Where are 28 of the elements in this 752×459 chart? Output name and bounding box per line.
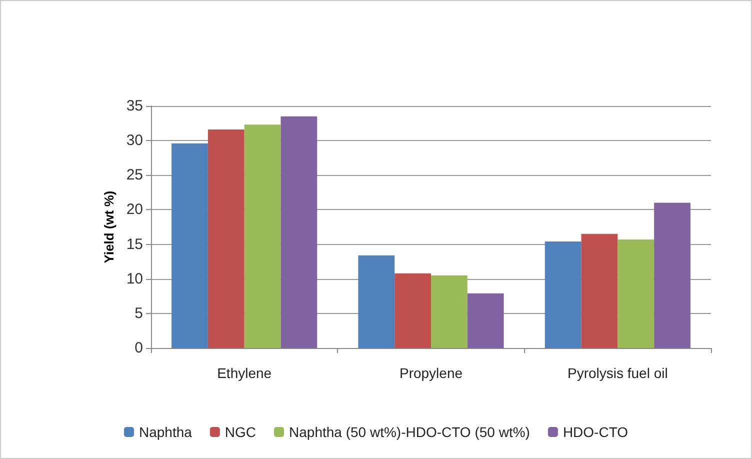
legend-label: HDO-CTO	[562, 424, 628, 440]
bar	[431, 275, 468, 348]
bar	[208, 130, 244, 348]
legend-label: NGC	[224, 424, 256, 440]
bar	[581, 234, 618, 348]
bar	[467, 293, 504, 348]
bar	[394, 273, 431, 348]
bar	[544, 242, 582, 348]
bar	[358, 255, 395, 348]
y-tick-label: 30	[126, 132, 143, 150]
bar	[172, 143, 208, 348]
y-tick-label: 25	[126, 166, 143, 184]
bar	[280, 116, 318, 348]
bar	[618, 239, 654, 348]
y-tick-label: 35	[126, 98, 143, 114]
y-tick-label: 15	[126, 236, 143, 253]
x-tick-label: Ethylene	[217, 365, 272, 381]
y-axis-title: Yield (wt %)	[101, 190, 116, 264]
x-tick-label: Pyrolysis fuel oil	[567, 365, 668, 381]
y-tick-label: 5	[134, 304, 143, 322]
legend-label: Naphtha	[138, 424, 192, 440]
y-tick-label: 20	[126, 201, 143, 218]
bar	[244, 124, 281, 348]
x-tick-label: Propylene	[399, 365, 463, 381]
y-tick-label: 10	[126, 270, 143, 288]
bar	[654, 202, 690, 348]
y-tick-label: 0	[134, 340, 143, 356]
legend-label: Naphtha (50 wt%)-HDO-CTO (50 wt%)	[289, 424, 530, 440]
